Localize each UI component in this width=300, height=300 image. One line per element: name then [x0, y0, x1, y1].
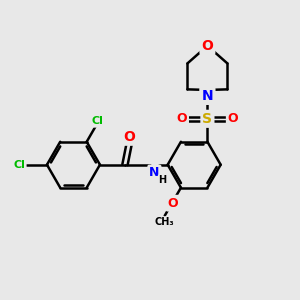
Text: N: N: [149, 167, 160, 179]
Text: Cl: Cl: [13, 160, 25, 170]
Text: N: N: [202, 89, 213, 103]
Text: CH₃: CH₃: [155, 217, 175, 227]
Text: O: O: [176, 112, 187, 125]
Text: H: H: [158, 175, 166, 185]
Text: O: O: [124, 130, 135, 144]
Text: N: N: [202, 89, 213, 103]
Text: O: O: [202, 39, 213, 53]
Text: O: O: [167, 197, 178, 210]
Text: O: O: [228, 112, 238, 125]
Text: S: S: [202, 112, 212, 126]
Text: Cl: Cl: [91, 116, 103, 126]
